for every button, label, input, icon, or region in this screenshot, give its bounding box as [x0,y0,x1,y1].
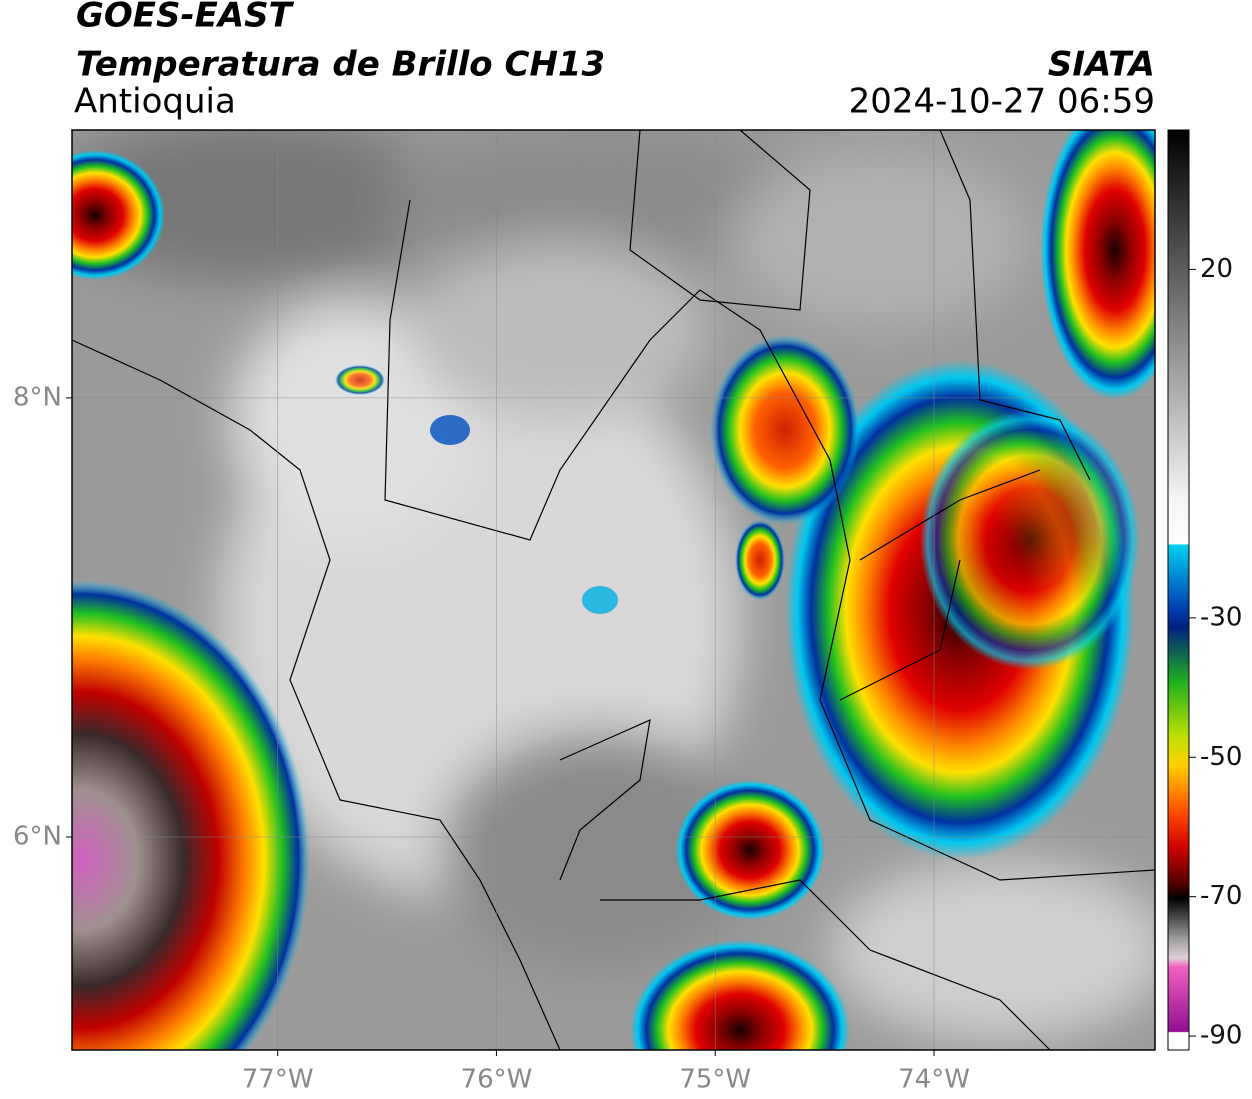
colorbar-tick-label: -70 [1200,881,1242,911]
source: SIATA [1048,45,1155,85]
colorbar-tick-label: -90 [1200,1021,1242,1051]
lon-tick-label: 77°W [242,1065,314,1095]
lon-tick-label: 75°W [679,1065,751,1095]
graticule [72,130,1155,1050]
satellite-image [72,130,1155,1050]
satellite: GOES-EAST [76,0,295,36]
colorbar-tick-label: 20 [1200,254,1233,284]
lon-tick-label: 74°W [898,1065,970,1095]
colorbar-tick-label: -50 [1200,742,1242,772]
datetime: 2024-10-27 06:59 [849,82,1155,122]
map-frame [71,129,1156,1051]
colorbar-tick-label: -30 [1200,602,1242,632]
colorbar [1167,129,1190,1051]
lat-tick-label: 6°N [13,822,62,852]
lon-tick-label: 76°W [461,1065,533,1095]
product: Temperatura de Brillo CH13 [76,45,605,85]
region: Antioquia [74,82,236,122]
lat-tick-label: 8°N [13,382,62,412]
